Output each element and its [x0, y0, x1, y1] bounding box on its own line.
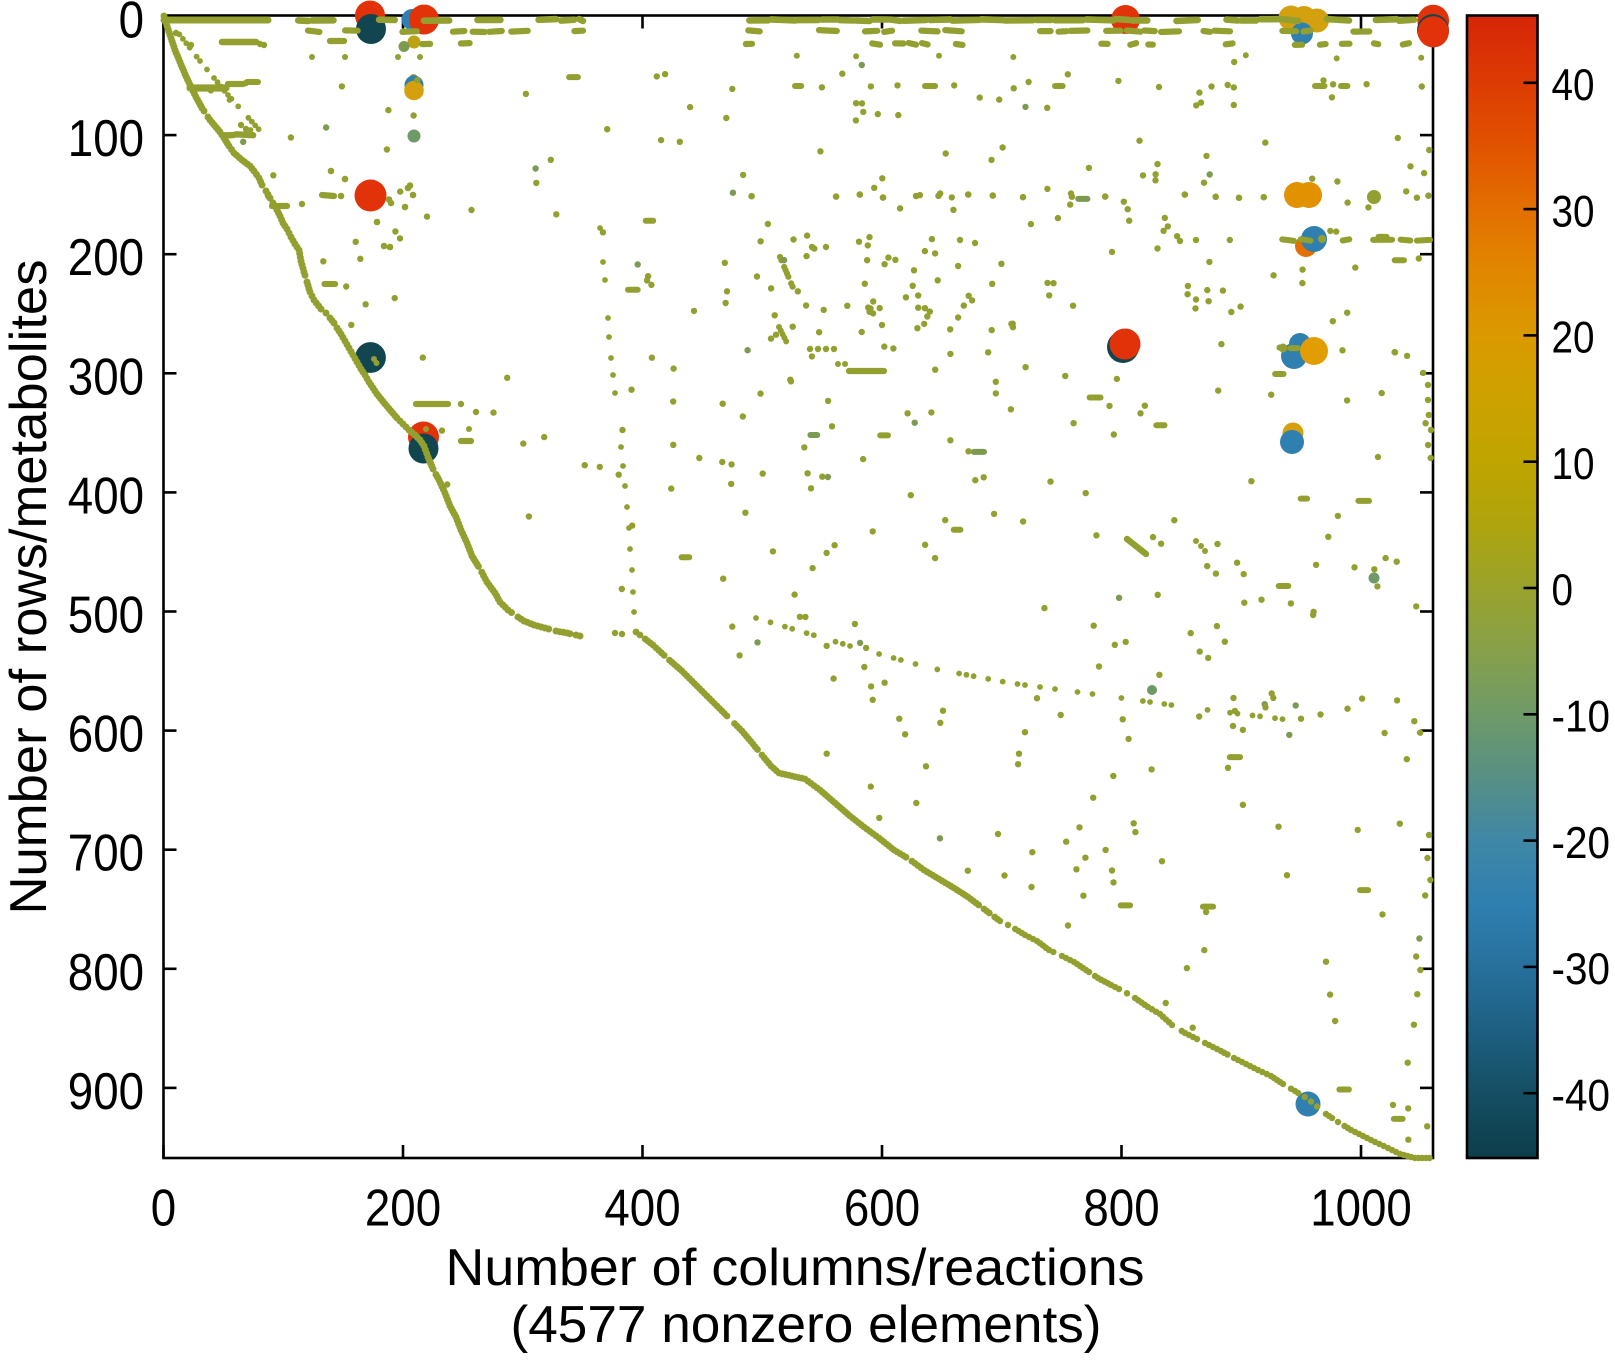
- svg-text:1000: 1000: [1310, 1179, 1412, 1237]
- svg-text:200: 200: [365, 1179, 441, 1237]
- svg-text:-10: -10: [1552, 693, 1611, 742]
- svg-text:200: 200: [68, 229, 144, 287]
- svg-text:400: 400: [604, 1179, 680, 1237]
- svg-text:100: 100: [68, 110, 144, 168]
- svg-text:30: 30: [1552, 187, 1595, 236]
- svg-text:400: 400: [68, 467, 144, 525]
- svg-text:-20: -20: [1552, 819, 1611, 868]
- svg-text:600: 600: [844, 1179, 920, 1237]
- svg-text:800: 800: [1083, 1179, 1159, 1237]
- svg-text:800: 800: [68, 944, 144, 1002]
- svg-text:Number of columns/reactions: Number of columns/reactions: [446, 1239, 1145, 1297]
- svg-text:(4577 nonzero elements): (4577 nonzero elements): [511, 1296, 1102, 1354]
- svg-text:300: 300: [68, 348, 144, 406]
- svg-text:0: 0: [151, 1179, 176, 1237]
- svg-text:20: 20: [1552, 314, 1595, 363]
- svg-text:600: 600: [68, 706, 144, 764]
- svg-text:-30: -30: [1552, 945, 1611, 994]
- svg-text:-40: -40: [1552, 1071, 1611, 1120]
- svg-text:10: 10: [1552, 440, 1595, 489]
- svg-text:0: 0: [119, 0, 144, 50]
- svg-text:Number of rows/metabolites: Number of rows/metabolites: [0, 260, 58, 915]
- svg-text:700: 700: [68, 825, 144, 883]
- svg-text:40: 40: [1552, 61, 1595, 110]
- svg-text:0: 0: [1552, 566, 1574, 615]
- svg-text:900: 900: [68, 1063, 144, 1121]
- svg-text:500: 500: [68, 587, 144, 645]
